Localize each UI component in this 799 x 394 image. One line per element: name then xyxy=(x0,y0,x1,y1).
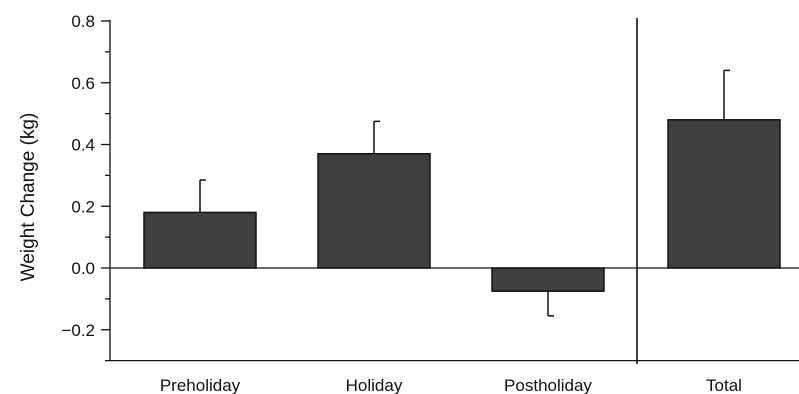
y-tick-label: 0.0 xyxy=(71,259,95,278)
x-tick-label: Postholiday xyxy=(504,376,592,394)
bar-total xyxy=(667,119,781,269)
y-tick-label: −0.2 xyxy=(61,321,95,340)
y-tick-label: 0.2 xyxy=(71,197,95,216)
x-tick-label: Preholiday xyxy=(160,376,241,394)
bar-preholiday xyxy=(143,211,257,269)
y-tick-label: 0.6 xyxy=(71,74,95,93)
bar-postholiday xyxy=(491,267,605,292)
y-tick-label: 0.4 xyxy=(71,136,95,155)
bar-holiday xyxy=(317,153,431,269)
x-tick-label: Holiday xyxy=(346,376,403,394)
y-tick-label: 0.8 xyxy=(71,12,95,31)
x-tick-label: Total xyxy=(706,376,742,394)
y-axis-title: Weight Change (kg) xyxy=(18,113,39,282)
